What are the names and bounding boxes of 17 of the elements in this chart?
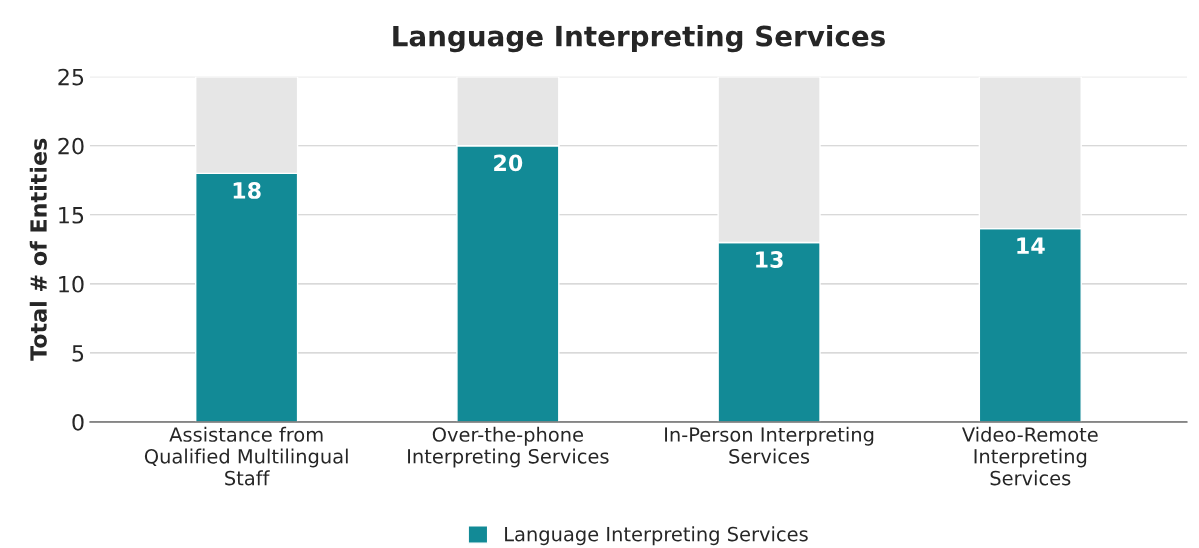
- y-axis-title: Total # of Entities: [29, 138, 47, 361]
- x-tick-label: Video-Remote Interpreting Services: [962, 426, 1098, 486]
- y-tick-label: 15: [59, 207, 84, 224]
- x-tick-label: Over-the-phone Interpreting Services: [408, 426, 609, 468]
- y-tick-label: 25: [58, 68, 84, 86]
- y-tick-label: 0: [72, 413, 84, 431]
- y-tick-label: 10: [59, 275, 84, 293]
- y-tick-label: 20: [58, 137, 84, 155]
- data-label: 14: [1017, 237, 1045, 254]
- data-label: 20: [494, 154, 523, 172]
- data-label: 13: [756, 251, 783, 268]
- x-tick-label: Assistance from Qualified Multilingual Staff: [144, 426, 348, 486]
- legend-label: Language Interpreting Services: [505, 526, 808, 546]
- chart-title: Language Interpreting Services: [393, 25, 885, 53]
- data-label: 18: [233, 182, 261, 199]
- y-tick-label: 5: [72, 345, 84, 362]
- x-tick-label: In-Person Interpreting Services: [665, 426, 874, 464]
